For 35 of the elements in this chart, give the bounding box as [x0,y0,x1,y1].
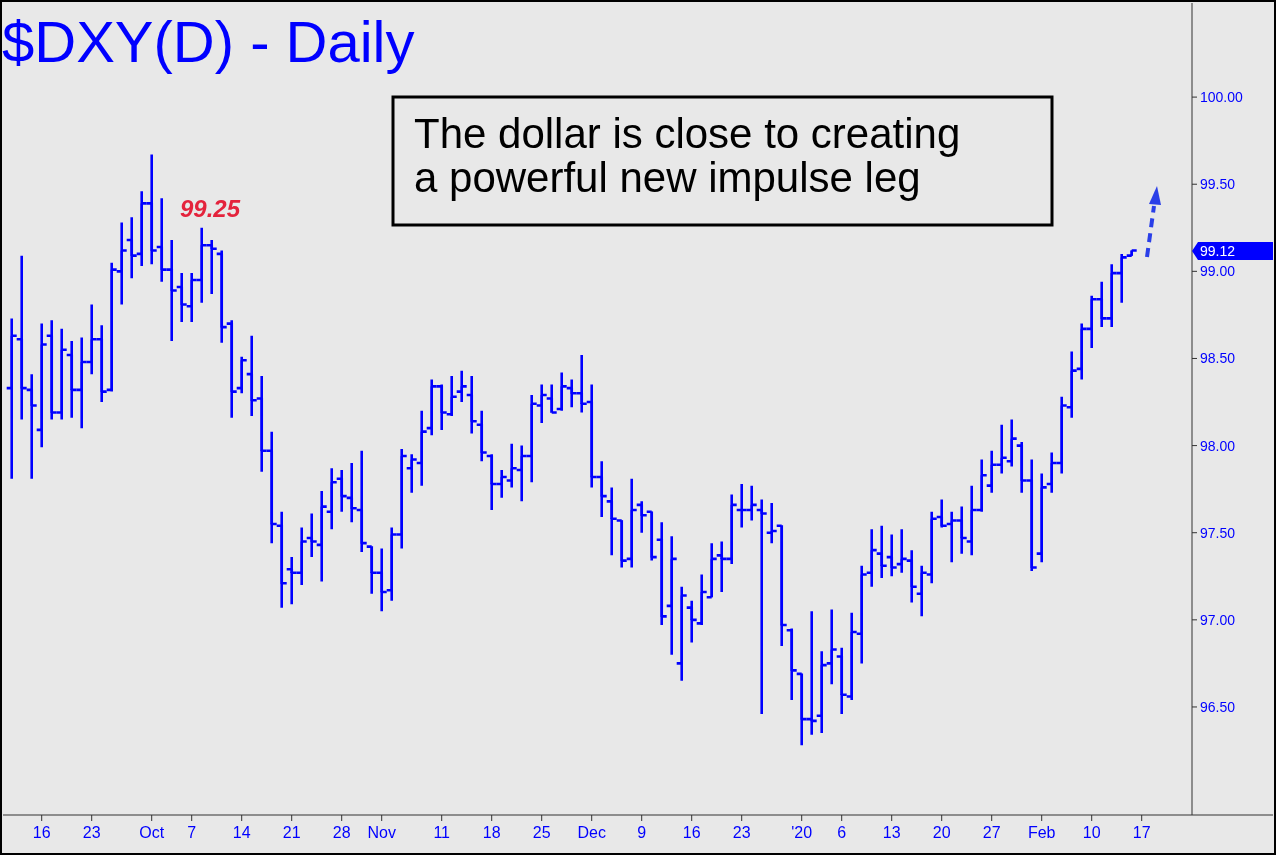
x-tick-label: Oct [139,824,165,841]
x-tick-label: Feb [1027,824,1056,841]
x-tick-label: 18 [482,824,501,841]
y-tick-label: 97.50 [1200,524,1236,541]
y-tick-label: 97.00 [1200,611,1236,628]
text: 99.12 [1200,243,1236,259]
x-tick-label: 27 [982,824,1001,841]
y-tick-label: 100.00 [1200,89,1244,106]
x-tick-label: 28 [332,824,351,841]
annotation: 99.25 [179,195,241,222]
x-tick-label: 17 [1132,824,1151,841]
x-tick-label: Nov [367,824,396,841]
annotation: The dollar is close to creating a powerful new impulse leg [414,110,961,201]
x-tick-label: '20 [791,824,813,841]
x-tick-label: 21 [282,824,301,841]
x-tick-label: 14 [232,824,251,841]
x-tick-label: 23 [732,824,751,841]
x-tick-label: 16 [32,824,51,841]
x-tick-label: 23 [82,824,101,841]
x-tick-label: 20 [932,824,951,841]
x-tick-label: 7 [187,824,197,841]
y-tick-label: 96.50 [1200,698,1236,715]
x-tick-label: 9 [637,824,647,841]
x-tick-label: Dec [577,824,606,841]
x-tick-label: 16 [682,824,701,841]
y-tick-label: 98.00 [1200,437,1236,454]
chart-title: $DXY(D) - Daily [2,9,415,74]
y-tick-label: 98.50 [1200,350,1236,367]
y-tick-label: 99.00 [1200,263,1236,280]
x-tick-label: 13 [882,824,901,841]
x-tick-label: 11 [433,824,451,841]
x-tick-label: 10 [1082,824,1101,841]
x-tick-label: 6 [837,824,847,841]
x-tick-label: 25 [532,824,551,841]
y-tick-label: 99.50 [1200,176,1236,193]
